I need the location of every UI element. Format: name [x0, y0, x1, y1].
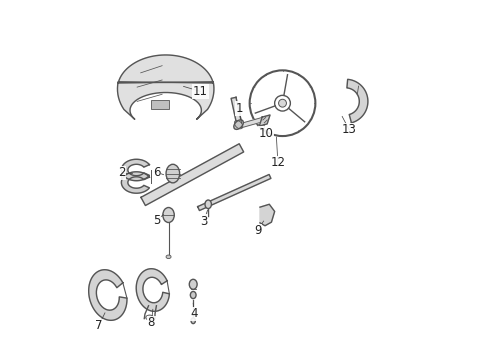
Text: 5: 5: [153, 213, 160, 226]
Ellipse shape: [190, 292, 196, 298]
Circle shape: [279, 99, 287, 107]
Polygon shape: [260, 204, 275, 226]
Text: 11: 11: [193, 85, 208, 98]
Text: 4: 4: [191, 307, 198, 320]
Ellipse shape: [205, 200, 211, 208]
Polygon shape: [89, 270, 127, 320]
Polygon shape: [240, 117, 264, 128]
Ellipse shape: [189, 279, 197, 289]
Text: 8: 8: [147, 316, 155, 329]
Text: 10: 10: [258, 127, 273, 140]
Ellipse shape: [166, 164, 180, 183]
Ellipse shape: [234, 120, 244, 129]
Text: 7: 7: [95, 319, 102, 332]
Polygon shape: [197, 175, 271, 211]
Polygon shape: [118, 55, 214, 119]
Polygon shape: [347, 79, 368, 123]
Ellipse shape: [163, 207, 174, 222]
Text: 13: 13: [342, 123, 357, 136]
Text: 1: 1: [236, 102, 244, 115]
Text: 6: 6: [153, 166, 160, 179]
Bar: [151, 100, 169, 109]
Text: 2: 2: [118, 166, 125, 179]
Text: 12: 12: [270, 156, 285, 169]
Text: 3: 3: [200, 215, 208, 228]
Ellipse shape: [146, 315, 153, 320]
Ellipse shape: [191, 318, 196, 324]
Ellipse shape: [166, 255, 171, 258]
Polygon shape: [259, 115, 270, 126]
Polygon shape: [122, 172, 149, 193]
Polygon shape: [136, 269, 170, 311]
Polygon shape: [141, 144, 244, 206]
Polygon shape: [122, 159, 149, 181]
Text: 9: 9: [254, 224, 261, 237]
Polygon shape: [231, 97, 241, 122]
